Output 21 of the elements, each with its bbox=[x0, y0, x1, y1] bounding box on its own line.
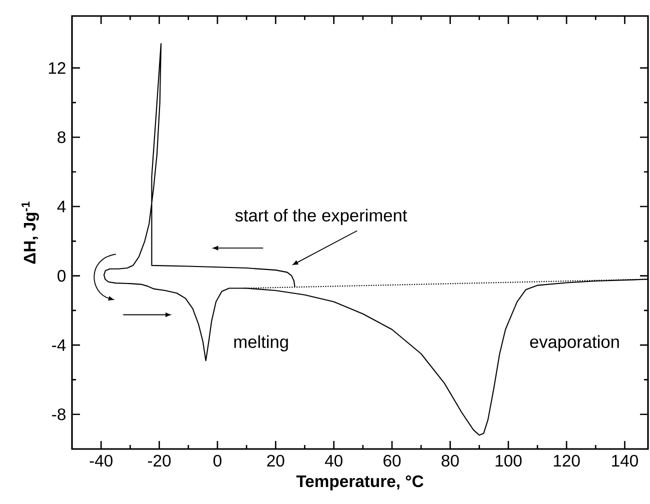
annotation: start of the experiment bbox=[235, 208, 408, 225]
annotation: evaporation bbox=[530, 335, 619, 352]
y-axis-title: ΔH, Jg$^{-1}$ bbox=[22, 202, 39, 264]
x-axis-title: Temperature, °C bbox=[296, 475, 424, 490]
annotation: melting bbox=[234, 335, 288, 352]
y-tick-label: 4 bbox=[57, 200, 66, 212]
x-tick-label: 0 bbox=[213, 454, 222, 467]
x-tick-label: 120 bbox=[554, 454, 580, 467]
y-tick-label: -8 bbox=[52, 408, 66, 420]
x-tick-label: 40 bbox=[324, 454, 342, 467]
y-tick-label: 8 bbox=[58, 131, 66, 144]
x-tick-label: 100 bbox=[496, 454, 522, 467]
y-tick-label: 0 bbox=[58, 270, 66, 282]
x-tick-label: -20 bbox=[148, 454, 171, 467]
x-tick-label: 60 bbox=[384, 454, 401, 467]
x-tick-label: -40 bbox=[90, 454, 112, 467]
x-tick-label: 80 bbox=[442, 454, 459, 467]
x-tick-label: 140 bbox=[612, 454, 638, 467]
y-tick-label: -4 bbox=[52, 339, 66, 351]
x-tick-label: 20 bbox=[267, 454, 284, 467]
y-tick-label: 12 bbox=[48, 62, 66, 74]
